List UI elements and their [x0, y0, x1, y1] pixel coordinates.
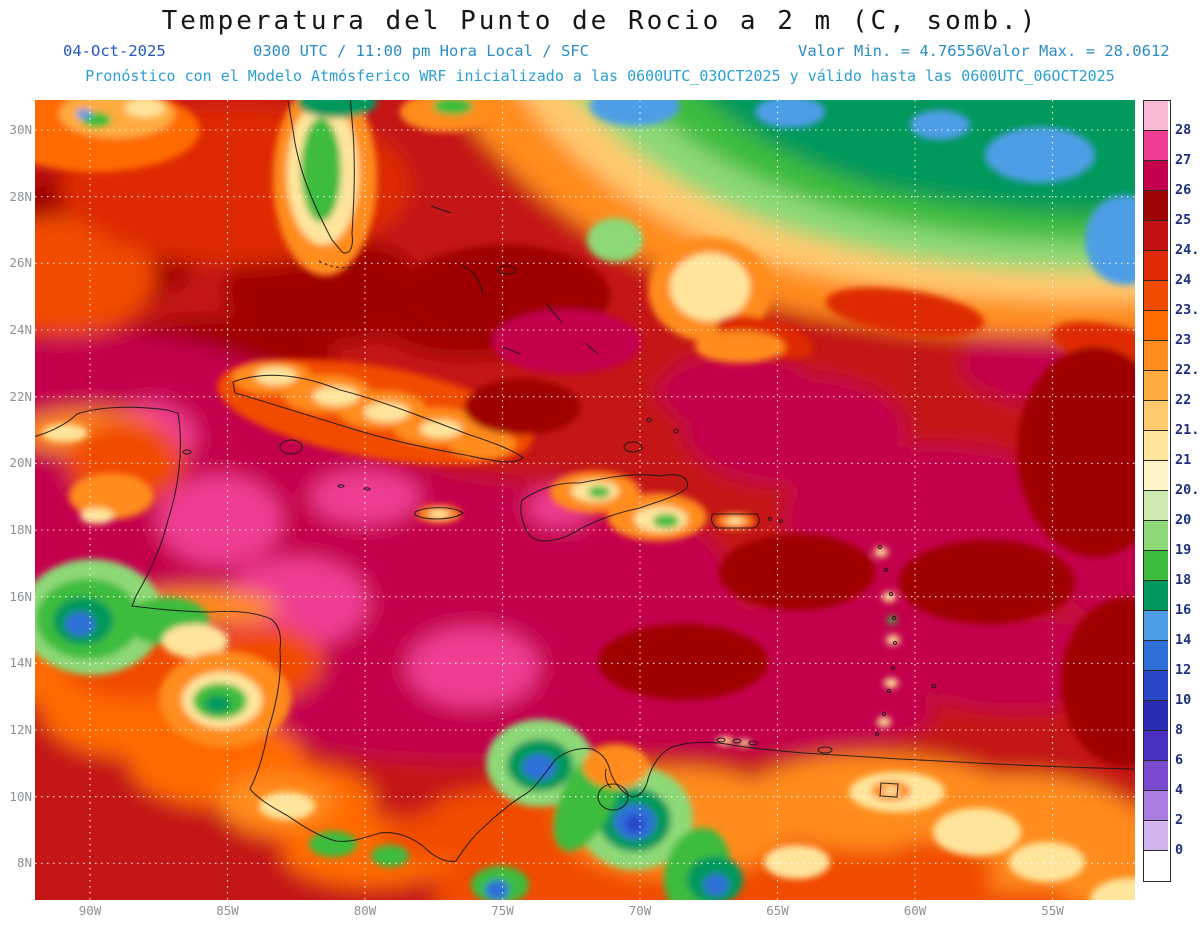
legend-swatch [1144, 641, 1168, 671]
legend-boundary-label: 28 [1175, 122, 1192, 138]
lat-tick-label: 30N [9, 122, 32, 137]
lat-tick-label: 20N [9, 455, 32, 471]
legend-swatch [1144, 401, 1168, 431]
lon-tick-label: 90W [78, 903, 102, 918]
legend-boundary-label: 23.5 [1175, 302, 1200, 318]
lon-tick-label: 55W [1041, 903, 1064, 918]
legend-swatch [1144, 611, 1168, 641]
legend-swatch [1144, 431, 1168, 461]
legend-boundary-label: 25 [1175, 212, 1192, 228]
legend-boundary-label: 19 [1175, 542, 1192, 558]
dewpoint-field-detail [35, 100, 1135, 900]
lat-tick-label: 24N [9, 322, 32, 337]
legend-swatch [1144, 251, 1168, 281]
legend-boundary-label: 2 [1175, 812, 1184, 828]
legend-boundary-label: 20.5 [1175, 482, 1200, 498]
legend-boundary-label: 24 [1175, 272, 1192, 288]
lat-tick-label: 26N [9, 255, 32, 271]
page-title: Temperatura del Punto de Rocio a 2 m (C,… [161, 6, 1039, 36]
lon-tick-label: 75W [491, 903, 514, 918]
color-scale-legend: 2827262524.52423.52322.52221.52120.52019… [1143, 100, 1200, 882]
legend-swatch [1144, 461, 1168, 491]
header: Temperatura del Punto de Rocio a 2 m (C,… [0, 0, 1200, 96]
lon-tick-label: 85W [216, 903, 239, 918]
coastlines [35, 100, 1135, 862]
value-min: Valor Min. = 4.76556 [798, 42, 985, 60]
legend-swatch [1144, 851, 1168, 881]
lat-tick-label: 8N [16, 855, 32, 871]
legend-swatch-column [1143, 100, 1171, 882]
legend-boundary-label: 22 [1175, 392, 1192, 408]
legend-swatch [1144, 281, 1168, 311]
legend-swatch [1144, 521, 1168, 551]
lon-tick-label: 70W [628, 903, 652, 918]
legend-boundary-label: 27 [1175, 152, 1192, 168]
forecast-time: 0300 UTC / 11:00 pm Hora Local / SFC [253, 42, 589, 60]
model-info-line: Pronóstico con el Modelo Atmósferico WRF… [85, 67, 1115, 85]
legend-swatch [1144, 551, 1168, 581]
legend-swatch [1144, 671, 1168, 701]
legend-boundary-label: 0 [1175, 842, 1184, 858]
legend-swatch [1144, 761, 1168, 791]
legend-swatch [1144, 581, 1168, 611]
lat-tick-label: 22N [9, 388, 32, 404]
legend-swatch [1144, 191, 1168, 221]
lon-tick-label: 65W [766, 903, 789, 918]
legend-boundary-label: 10 [1175, 692, 1192, 708]
legend-swatch [1144, 791, 1168, 821]
legend-swatch [1144, 311, 1168, 341]
legend-boundary-label: 20 [1175, 512, 1192, 528]
forecast-date: 04-Oct-2025 [63, 42, 166, 60]
legend-boundary-label: 26 [1175, 182, 1192, 198]
map-canvas: Sisπ – ONAMET/REP.DOM. [35, 100, 1135, 900]
grid-lines [35, 100, 1135, 900]
lat-tick-label: 12N [9, 722, 32, 737]
legend-boundary-label: 18 [1175, 572, 1192, 588]
legend-boundary-label: 24.5 [1175, 242, 1200, 258]
legend-swatch [1144, 701, 1168, 731]
legend-boundary-label: 8 [1175, 722, 1184, 738]
lat-tick-label: 14N [9, 655, 32, 671]
legend-swatch [1144, 101, 1168, 131]
legend-boundary-label: 21.5 [1175, 422, 1200, 438]
legend-swatch [1144, 221, 1168, 251]
lon-tick-label: 80W [353, 903, 377, 918]
legend-swatch [1144, 491, 1168, 521]
legend-boundary-label: 23 [1175, 332, 1192, 348]
legend-boundary-label: 12 [1175, 662, 1192, 678]
legend-boundary-label: 16 [1175, 602, 1192, 618]
legend-swatch [1144, 341, 1168, 371]
legend-boundary-label: 21 [1175, 452, 1192, 468]
legend-boundary-label: 6 [1175, 752, 1184, 768]
legend-swatch [1144, 161, 1168, 191]
legend-swatch [1144, 131, 1168, 161]
legend-boundary-label: 4 [1175, 782, 1184, 798]
lat-tick-label: 16N [9, 588, 32, 604]
legend-boundary-label: 14 [1175, 632, 1192, 648]
lat-tick-label: 10N [9, 788, 32, 804]
value-max: Valor Max. = 28.0612 [983, 42, 1170, 60]
legend-boundary-label: 22.5 [1175, 362, 1200, 378]
legend-swatch [1144, 731, 1168, 761]
dewpoint-contour-map [35, 100, 1135, 900]
legend-swatch [1144, 371, 1168, 401]
lat-tick-label: 28N [9, 188, 32, 204]
forecast-meta-line: 04-Oct-2025 0300 UTC / 11:00 pm Hora Loc… [0, 42, 1200, 62]
lon-tick-label: 60W [903, 903, 927, 918]
legend-swatch [1144, 821, 1168, 851]
lat-tick-label: 18N [9, 522, 32, 537]
